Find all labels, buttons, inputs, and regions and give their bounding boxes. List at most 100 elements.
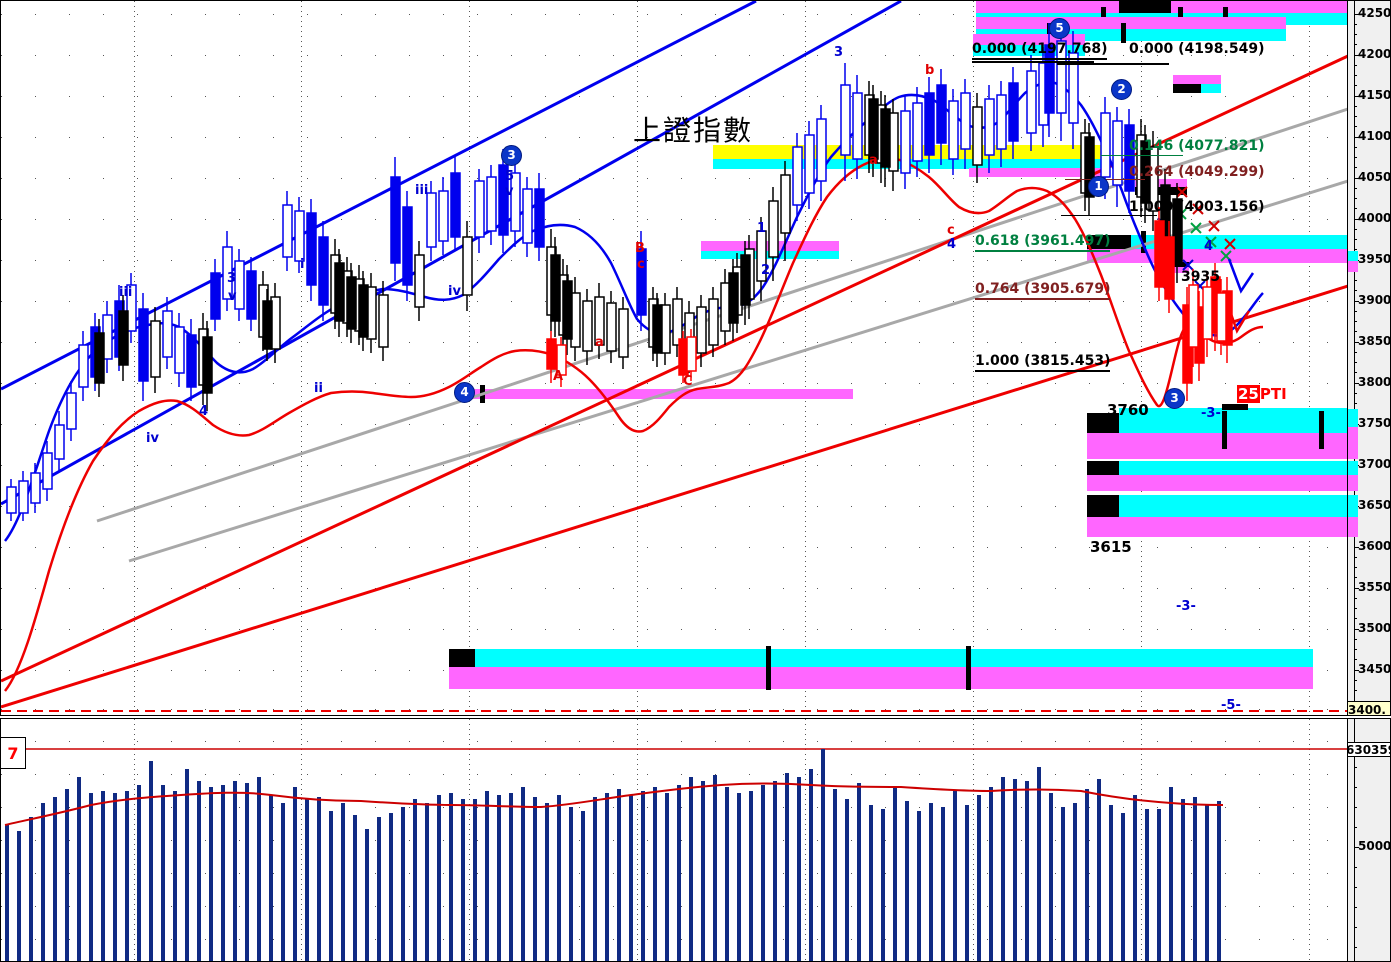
grid-line-v	[805, 1, 806, 715]
grid-line-h	[1, 96, 1347, 97]
grid-line-h	[1, 14, 1347, 15]
volume-tick-50000: 50000	[1358, 839, 1390, 853]
fib-label-764: 0.764 (3905.679)	[975, 281, 1111, 300]
fib-label-264: 0.264 (4049.299)	[1129, 164, 1265, 180]
price-tick-3750: 3750.	[1358, 416, 1390, 430]
sr-band-magenta	[973, 34, 1085, 45]
sr-band-magenta	[1135, 179, 1187, 187]
sr-band-magenta	[1173, 75, 1221, 84]
target-price-upper: 3760	[1107, 401, 1149, 419]
circled-wave-3-left: 3	[501, 145, 522, 166]
projection-blue-zigzag	[1227, 258, 1255, 294]
sr-band-magenta	[1161, 266, 1189, 273]
sr-band-marker	[1119, 1, 1171, 13]
grid-line-h	[1, 506, 1347, 507]
wave-label-v-1: v	[228, 289, 237, 304]
sr-band-magenta	[461, 389, 853, 399]
target-band-marker	[1222, 404, 1248, 410]
fib-label-0-left: 0.000 (4197.768)	[972, 41, 1108, 60]
bottom-band-tick	[966, 646, 971, 690]
fib-underline	[972, 61, 1094, 63]
grid-line-h	[1, 137, 1347, 138]
price-tick-3850: 3850.	[1358, 334, 1390, 348]
price-tick-4100: 4100.	[1358, 129, 1390, 143]
channel-lower-blue	[1, 1, 902, 506]
grid-line-h	[1, 55, 1347, 56]
wave-label-c-1: c	[637, 257, 645, 272]
price-tick-3950: 3950.	[1358, 252, 1390, 266]
pti-indicator-badge: 25PTI	[1237, 385, 1287, 403]
wave-label-iv-2: iv	[448, 284, 461, 299]
axis-band-cyan	[1348, 409, 1358, 427]
circled-wave-4: 4	[454, 382, 475, 403]
price-tick-3450: 3450.	[1358, 662, 1390, 676]
price-tick-4000: 4000.	[1358, 211, 1390, 225]
target-band-tick	[1222, 411, 1227, 449]
wave-label-iii-2: iii	[415, 183, 429, 198]
wave-label-3-2: 3	[834, 45, 844, 60]
wave-label-5-1: 5	[505, 169, 515, 184]
grid-line-h	[1, 547, 1347, 548]
fib-label-1000-b: 1.000 (3815.453)	[975, 353, 1111, 372]
circled-wave-5: 5	[1049, 18, 1070, 39]
sr-band-magenta	[1087, 249, 1347, 263]
grid-line-v	[973, 1, 974, 715]
wave-label-2-1: 2	[761, 263, 771, 278]
degree-mark-3b: -3-	[1176, 599, 1196, 614]
target-price-lower: 3615	[1090, 538, 1132, 556]
sr-band-magenta	[969, 168, 1103, 177]
bottom-band-magenta	[449, 667, 1313, 689]
price-tick-3650: 3650.	[1358, 498, 1390, 512]
volume-chart-panel[interactable]: 7	[0, 718, 1347, 962]
price-tick-3550: 3550.	[1358, 580, 1390, 594]
grid-line-v	[469, 1, 470, 715]
axis-band-cyan	[1348, 461, 1358, 475]
vol-grid-h	[1, 807, 1347, 808]
volume-ma-line	[4, 782, 1224, 826]
ma-slow-line	[4, 157, 1264, 692]
wave-label-a-2: a	[869, 153, 878, 168]
axis-band-magenta	[1348, 261, 1358, 272]
channel-gray-2	[128, 179, 1347, 563]
volume-axis[interactable]: 630359 50000	[1347, 718, 1391, 962]
price-tick-3700: 3700.	[1358, 457, 1390, 471]
circled-wave-1: 1	[1088, 176, 1109, 197]
wave-label-4-2: 4	[947, 237, 957, 252]
wave-label-c-2: c	[947, 223, 955, 238]
sr-band-cyan	[1131, 235, 1347, 249]
chart-title: 上證指數	[633, 114, 754, 147]
grid-line-v	[1309, 1, 1310, 715]
bottom-band-marker	[449, 649, 475, 667]
pti-text: PTI	[1259, 385, 1287, 403]
sr-band-tick	[1223, 7, 1228, 25]
target-band-magenta	[1087, 517, 1347, 537]
grid-line-v	[301, 1, 302, 715]
wave-label-iv-1: iv	[146, 431, 159, 446]
price-axis[interactable]: 4250. 4200. 4150. 4100. 4050. 4000. 3950…	[1347, 0, 1391, 716]
channel-red-2	[1, 284, 1347, 709]
grid-line-v	[637, 1, 638, 715]
degree-mark-3: -3-	[1201, 406, 1221, 421]
sr-band-tick	[1121, 23, 1126, 43]
price-chart-panel[interactable]: 上證指數 0.000 (4197.768) 0.000 (4198.549) 0…	[0, 0, 1347, 716]
circled-wave-3-right: 3	[1164, 388, 1185, 409]
sr-band-marker	[1173, 84, 1201, 93]
grid-line-h	[1, 383, 1347, 384]
wave-label-3-1: 3	[227, 271, 237, 286]
target-band-tick	[1319, 411, 1324, 449]
bottom-band-tick	[766, 646, 771, 690]
vol-grid-h	[1, 906, 1347, 907]
wave-label-4-1: 4	[199, 404, 209, 419]
sr-band-cyan	[973, 45, 1085, 56]
price-tick-4050: 4050.	[1358, 170, 1390, 184]
sr-band-tick	[1101, 7, 1106, 25]
price-tick-4250: 4250.	[1358, 6, 1390, 20]
sr-band-tick	[1141, 231, 1146, 253]
fib-label-146: 0.146 (4077.821)	[1129, 138, 1265, 154]
channel-red-1	[1, 54, 1347, 683]
volume-plot-svg	[1, 748, 1347, 961]
wave-label-4-3: 4	[1204, 239, 1214, 254]
target-band-magenta	[1087, 475, 1347, 491]
grid-line-h	[1, 219, 1347, 220]
